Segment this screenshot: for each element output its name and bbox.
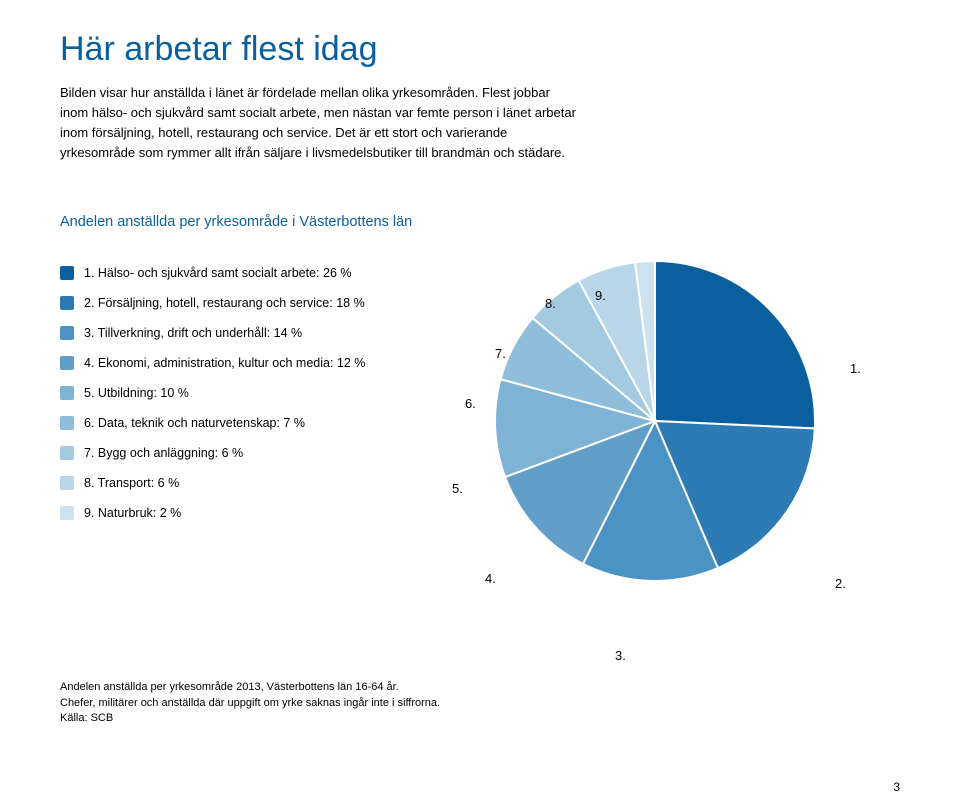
legend-swatch <box>60 386 74 400</box>
legend-item: 8. Transport: 6 % <box>60 476 400 490</box>
chart-subheading: Andelen anställda per yrkesområde i Väst… <box>60 214 900 230</box>
legend-item: 2. Försäljning, hotell, restaurang och s… <box>60 296 400 310</box>
intro-paragraph: Bilden visar hur anställda i länet är fö… <box>60 83 580 164</box>
page-title: Här arbetar flest idag <box>60 30 900 69</box>
slice-label: 7. <box>495 346 506 361</box>
legend: 1. Hälso- och sjukvård samt socialt arbe… <box>60 266 400 646</box>
pie-slice <box>655 261 815 428</box>
legend-swatch <box>60 326 74 340</box>
legend-swatch <box>60 296 74 310</box>
legend-item: 6. Data, teknik och naturvetenskap: 7 % <box>60 416 400 430</box>
footnote-line-2: Chefer, militärer och anställda där uppg… <box>60 696 440 712</box>
pie-chart: 1.2.3.4.5.6.7.8.9. <box>430 266 900 646</box>
legend-item: 4. Ekonomi, administration, kultur och m… <box>60 356 400 370</box>
legend-label: 7. Bygg och anläggning: 6 % <box>84 446 243 460</box>
legend-label: 4. Ekonomi, administration, kultur och m… <box>84 356 365 370</box>
legend-label: 1. Hälso- och sjukvård samt socialt arbe… <box>84 266 351 280</box>
legend-label: 3. Tillverkning, drift och underhåll: 14… <box>84 326 302 340</box>
slice-label: 1. <box>850 361 861 376</box>
legend-item: 3. Tillverkning, drift och underhåll: 14… <box>60 326 400 340</box>
legend-swatch <box>60 506 74 520</box>
slice-label: 2. <box>835 576 846 591</box>
legend-label: 8. Transport: 6 % <box>84 476 179 490</box>
legend-swatch <box>60 416 74 430</box>
page-number: 3 <box>893 780 900 794</box>
legend-label: 6. Data, teknik och naturvetenskap: 7 % <box>84 416 305 430</box>
legend-label: 2. Försäljning, hotell, restaurang och s… <box>84 296 365 310</box>
slice-label: 8. <box>545 296 556 311</box>
slice-label: 5. <box>452 481 463 496</box>
pie-svg <box>470 236 840 606</box>
legend-item: 7. Bygg och anläggning: 6 % <box>60 446 400 460</box>
legend-swatch <box>60 446 74 460</box>
legend-swatch <box>60 356 74 370</box>
footnote-line-1: Andelen anställda per yrkesområde 2013, … <box>60 680 440 696</box>
slice-label: 3. <box>615 648 626 663</box>
footnote: Andelen anställda per yrkesområde 2013, … <box>60 680 440 728</box>
slice-label: 4. <box>485 571 496 586</box>
legend-label: 5. Utbildning: 10 % <box>84 386 189 400</box>
legend-item: 1. Hälso- och sjukvård samt socialt arbe… <box>60 266 400 280</box>
legend-item: 5. Utbildning: 10 % <box>60 386 400 400</box>
slice-label: 6. <box>465 396 476 411</box>
footnote-line-3: Källa: SCB <box>60 711 440 727</box>
slice-label: 9. <box>595 288 606 303</box>
legend-label: 9. Naturbruk: 2 % <box>84 506 181 520</box>
legend-swatch <box>60 476 74 490</box>
legend-swatch <box>60 266 74 280</box>
legend-item: 9. Naturbruk: 2 % <box>60 506 400 520</box>
